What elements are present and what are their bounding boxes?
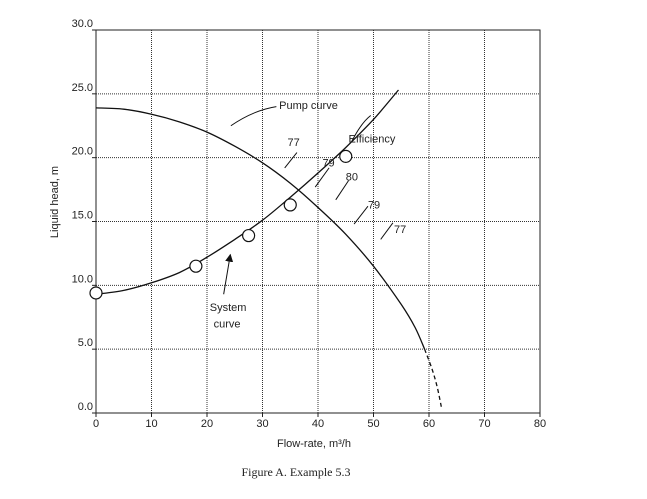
y-tick-label: 0.0 bbox=[78, 401, 93, 413]
x-tick-label: 10 bbox=[145, 418, 157, 430]
series-line-pump-curve bbox=[95, 107, 426, 350]
x-tick-label: 50 bbox=[367, 418, 379, 430]
efficiency-label: 80 bbox=[346, 172, 358, 184]
efficiency-tick-line bbox=[314, 167, 330, 188]
data-point-marker bbox=[189, 259, 203, 273]
annotation-label-pump-curve: Pump curve bbox=[279, 100, 338, 112]
markers-layer bbox=[89, 149, 353, 300]
y-tick-label: 5.0 bbox=[78, 337, 93, 349]
figure-caption: Figure A. Example 5.3 bbox=[242, 465, 351, 479]
annotation-label-efficiency: Efficiency bbox=[349, 133, 396, 145]
x-tick-label: 20 bbox=[201, 418, 213, 430]
series-line-pump-curve-extrapolated bbox=[423, 348, 443, 410]
efficiency-label: 77 bbox=[287, 137, 299, 149]
data-point-marker bbox=[339, 149, 353, 163]
annotation-leader-efficiency bbox=[350, 115, 372, 143]
x-tick-label: 60 bbox=[423, 418, 435, 430]
x-tick-label: 30 bbox=[256, 418, 268, 430]
y-tick-label: 10.0 bbox=[72, 273, 93, 285]
grid bbox=[96, 30, 540, 413]
efficiency-label: 79 bbox=[322, 158, 334, 170]
efficiency-tick-line bbox=[284, 152, 298, 169]
y-tick-label: 15.0 bbox=[72, 210, 93, 222]
y-tick-label: 20.0 bbox=[72, 146, 93, 158]
y-tick-label: 30.0 bbox=[72, 18, 93, 30]
x-tick-label: 0 bbox=[93, 418, 99, 430]
annotation-leader-pump-curve bbox=[230, 106, 277, 127]
efficiency-tick-line bbox=[380, 222, 394, 240]
data-point-marker bbox=[242, 228, 256, 243]
x-axis-label: Flow-rate, m³/h bbox=[277, 438, 351, 450]
x-axis-ticks: 0 10 20 30 40 50 60 70 80 bbox=[93, 413, 546, 430]
series-line-system-curve bbox=[95, 89, 399, 295]
efficiency-label: 79 bbox=[368, 200, 380, 212]
annotation-label-curve: curve bbox=[214, 318, 241, 330]
data-point-marker bbox=[283, 198, 297, 212]
y-axis-ticks: 0.0 5.0 10.0 15.0 20.0 25.0 30.0 bbox=[72, 18, 96, 414]
y-tick-label: 25.0 bbox=[72, 82, 93, 94]
x-tick-label: 80 bbox=[534, 418, 546, 430]
annotation-arrow-system bbox=[223, 253, 234, 295]
data-point-marker bbox=[89, 286, 103, 300]
annotation-label-system: System bbox=[210, 302, 247, 314]
efficiency-tick-line bbox=[335, 180, 349, 201]
efficiency-ticks: 77 79 80 79 77 bbox=[284, 137, 406, 240]
x-tick-label: 40 bbox=[312, 418, 324, 430]
efficiency-label: 77 bbox=[394, 224, 406, 236]
annotations-layer: Pump curve Efficiency System curve bbox=[210, 100, 396, 330]
efficiency-tick-line bbox=[353, 205, 369, 225]
y-axis-label: Liquid head, m bbox=[49, 166, 61, 238]
x-tick-label: 70 bbox=[478, 418, 490, 430]
